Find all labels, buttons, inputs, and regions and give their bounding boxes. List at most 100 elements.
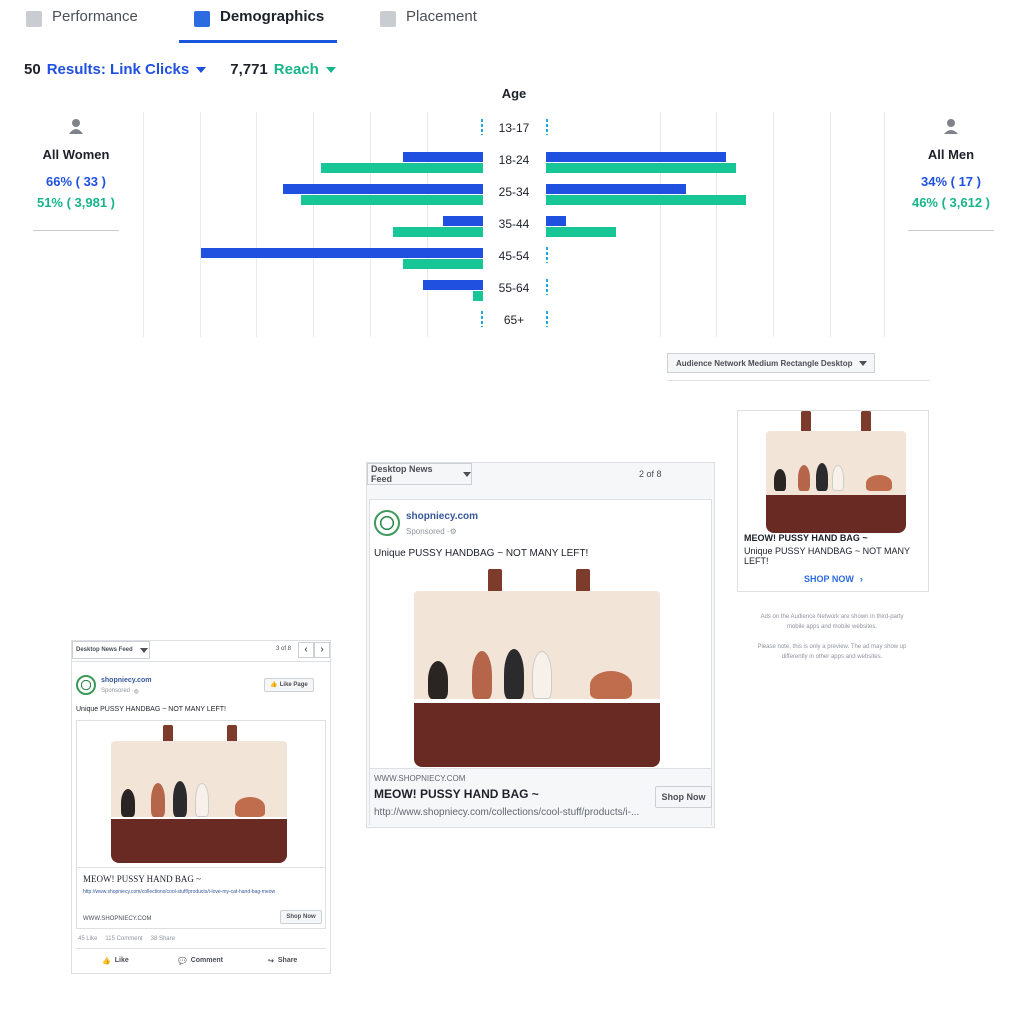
small-ad-image[interactable] — [76, 720, 326, 867]
bar-women-results-55-64[interactable] — [423, 280, 483, 290]
prev-arrow-button[interactable]: ‹ — [298, 642, 314, 658]
gridline — [313, 112, 314, 337]
gridline — [884, 112, 885, 337]
zero-marker — [546, 311, 548, 327]
desktop-sponsored: Sponsored · ⚙ — [406, 527, 457, 536]
gridline — [830, 112, 831, 337]
like-page-label: Like Page — [279, 682, 308, 688]
comment-action-label: Comment — [190, 957, 223, 964]
divider — [72, 661, 330, 662]
small-domain: WWW.SHOPNIECY.COM — [83, 916, 152, 922]
age-label-25-34: 25-34 — [498, 185, 530, 199]
shopniecy-logo — [374, 510, 400, 536]
reach-dropdown[interactable]: Reach — [274, 61, 360, 78]
small-feed-dropdown[interactable]: Desktop News Feed — [72, 641, 150, 659]
bar-men-results-25-34[interactable] — [546, 184, 686, 194]
divider — [76, 948, 326, 949]
bar-men-reach-18-24[interactable] — [546, 163, 736, 173]
desktop-domain: WWW.SHOPNIECY.COM — [374, 774, 466, 783]
small-page-name[interactable]: shopniecy.com — [101, 677, 152, 684]
age-label-35-44: 35-44 — [498, 217, 530, 231]
desktop-feed-dropdown[interactable]: Desktop News Feed — [367, 463, 472, 485]
women-reach: 51% ( 3,981 ) — [36, 195, 116, 210]
small-url: http://www.shopniecy.com/collections/coo… — [83, 889, 276, 895]
gridline — [660, 112, 661, 337]
desktop-feed-post: shopniecy.com Sponsored · ⚙ Unique PUSSY… — [369, 499, 712, 825]
gridline — [143, 112, 144, 337]
gridline — [773, 112, 774, 337]
small-feed-pager: 3 of 8 — [276, 646, 292, 652]
small-shop-now-button[interactable]: Shop Now — [280, 910, 322, 924]
thumbs-up-icon: 👍 — [270, 682, 278, 688]
bar-women-results-25-34[interactable] — [283, 184, 483, 194]
active-tab-indicator — [179, 40, 337, 43]
results-count: 50 — [24, 61, 41, 78]
an-shop-now-button[interactable]: SHOP NOW › — [804, 574, 863, 584]
bar-men-results-18-24[interactable] — [546, 152, 726, 162]
share-action-button[interactable]: ↪ Share — [268, 957, 297, 965]
desktop-ad-image[interactable] — [370, 567, 711, 767]
gridline — [256, 112, 257, 337]
bar-men-reach-25-34[interactable] — [546, 195, 746, 205]
zero-marker — [481, 119, 483, 135]
small-sponsored-label: Sponsored · — [101, 688, 134, 694]
tab-placement-label: Placement — [406, 8, 477, 25]
chevron-down-icon — [139, 647, 148, 653]
desktop-feed-pager: 2 of 8 — [639, 469, 662, 479]
gridline — [716, 112, 717, 337]
tab-demographics-label: Demographics — [220, 8, 325, 25]
results-label: Results: Link Clicks — [46, 61, 190, 78]
next-arrow-button[interactable]: › — [314, 642, 330, 658]
tab-performance[interactable]: Performance — [26, 8, 138, 44]
bar-women-reach-55-64[interactable] — [473, 291, 483, 301]
chart-title: Age — [501, 86, 527, 101]
share-action-label: Share — [277, 957, 298, 964]
like-action-button[interactable]: 👍 Like — [102, 957, 129, 965]
female-avatar-icon — [69, 119, 83, 134]
an-note-2: Please note, this is only a preview. The… — [757, 644, 907, 660]
audience-network-dropdown[interactable]: Audience Network Medium Rectangle Deskto… — [667, 353, 875, 373]
desktop-link-box[interactable]: WWW.SHOPNIECY.COM MEOW! PUSSY HAND BAG ~… — [370, 768, 712, 825]
women-panel: All Women 66% ( 33 ) 51% ( 3,981 ) — [21, 118, 131, 231]
bar-women-reach-45-54[interactable] — [403, 259, 483, 269]
men-results: 34% ( 17 ) — [921, 174, 981, 189]
shopniecy-logo — [76, 675, 96, 695]
bar-chart-icon — [26, 11, 42, 27]
like-page-button[interactable]: 👍 Like Page — [264, 678, 314, 692]
men-panel: All Men 34% ( 17 ) 46% ( 3,612 ) — [896, 118, 1006, 231]
bar-women-results-35-44[interactable] — [443, 216, 483, 226]
comment-action-button[interactable]: 💬 Comment — [178, 957, 223, 965]
divider — [33, 230, 119, 231]
bar-men-results-35-44[interactable] — [546, 216, 566, 226]
handbag-image — [111, 725, 287, 863]
audience-network-ad[interactable]: MEOW! PUSSY HAND BAG ~ Unique PUSSY HAND… — [737, 410, 929, 592]
women-results: 66% ( 33 ) — [46, 174, 106, 189]
tab-demographics[interactable]: Demographics — [194, 8, 324, 44]
bar-women-reach-25-34[interactable] — [301, 195, 483, 205]
gridline — [427, 112, 428, 337]
bar-women-results-45-54[interactable] — [201, 248, 483, 258]
bar-men-reach-35-44[interactable] — [546, 227, 616, 237]
male-avatar-icon — [944, 119, 958, 134]
small-link-box[interactable]: MEOW! PUSSY HAND BAG ~ http://www.shopni… — [76, 867, 326, 929]
tab-performance-label: Performance — [52, 8, 138, 25]
small-sponsored: Sponsored · ◍ — [101, 688, 139, 695]
chevron-down-icon — [463, 471, 471, 477]
zero-marker — [481, 311, 483, 327]
desktop-feed-preview: Desktop News Feed 2 of 8 shopniecy.com S… — [366, 462, 715, 828]
age-label-55-64: 55-64 — [498, 281, 530, 295]
chevron-down-icon — [196, 67, 207, 74]
bar-women-reach-18-24[interactable] — [321, 163, 483, 173]
desktop-post-text: Unique PUSSY HANDBAG ~ NOT MANY LEFT! — [374, 548, 589, 559]
gridline — [370, 112, 371, 337]
divider — [667, 380, 930, 381]
desktop-page-name[interactable]: shopniecy.com — [406, 511, 479, 522]
desktop-shop-now-button[interactable]: Shop Now — [655, 786, 712, 808]
bar-women-reach-35-44[interactable] — [393, 227, 483, 237]
tab-placement[interactable]: Placement — [380, 8, 477, 44]
globe-icon: ◍ — [133, 689, 139, 695]
share-count: 38 Share — [150, 936, 175, 942]
bar-women-results-18-24[interactable] — [403, 152, 483, 162]
results-dropdown[interactable]: Results: Link Clicks — [47, 61, 231, 78]
an-cta-label: SHOP NOW — [804, 574, 854, 584]
